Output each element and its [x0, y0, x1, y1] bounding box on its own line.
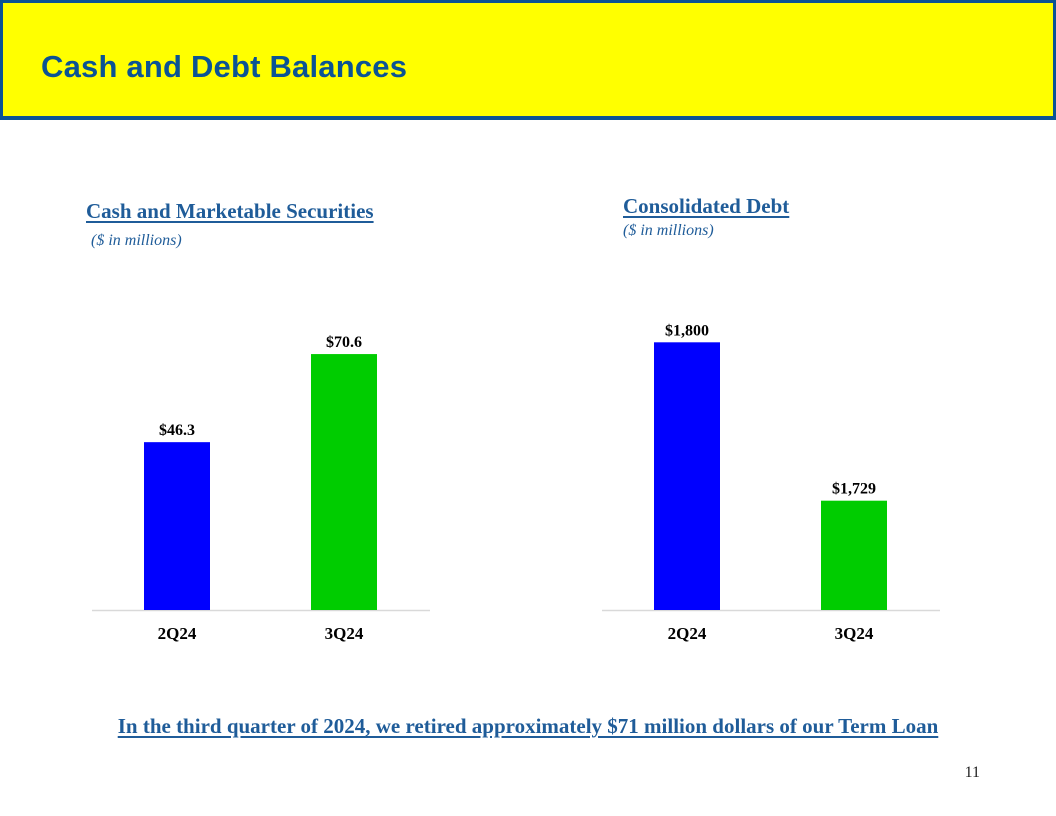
debt-bar-chart: $1,800 2Q24 $1,729 3Q24 — [602, 322, 940, 643]
debt-bar-2q24 — [654, 342, 720, 610]
debt-bar-3q24 — [821, 500, 887, 610]
debt-tick-label-2q24: 2Q24 — [668, 624, 707, 643]
cash-data-label-3q24: $70.6 — [326, 334, 362, 351]
cash-bar-3q24 — [311, 354, 377, 610]
page-title: Cash and Debt Balances — [41, 49, 408, 84]
footnote: In the third quarter of 2024, we retired… — [117, 714, 939, 738]
cash-chart-title: Cash and Marketable Securities — [86, 199, 374, 223]
cash-bar-chart: $46.3 2Q24 $70.6 3Q24 — [92, 334, 430, 643]
cash-tick-label-3q24: 3Q24 — [325, 624, 364, 643]
cash-bar-2q24 — [144, 442, 210, 610]
debt-chart-subtitle: ($ in millions) — [623, 222, 714, 239]
debt-data-label-2q24: $1,800 — [665, 322, 709, 339]
cash-tick-label-2q24: 2Q24 — [158, 624, 197, 643]
page-number: 11 — [964, 764, 980, 781]
debt-chart-title: Consolidated Debt — [623, 194, 790, 218]
cash-chart-subtitle: ($ in millions) — [91, 232, 182, 249]
cash-data-label-2q24: $46.3 — [159, 422, 195, 439]
debt-tick-label-3q24: 3Q24 — [835, 624, 874, 643]
header-band: Cash and Debt Balances — [0, 0, 1056, 120]
debt-data-label-3q24: $1,729 — [832, 481, 876, 498]
